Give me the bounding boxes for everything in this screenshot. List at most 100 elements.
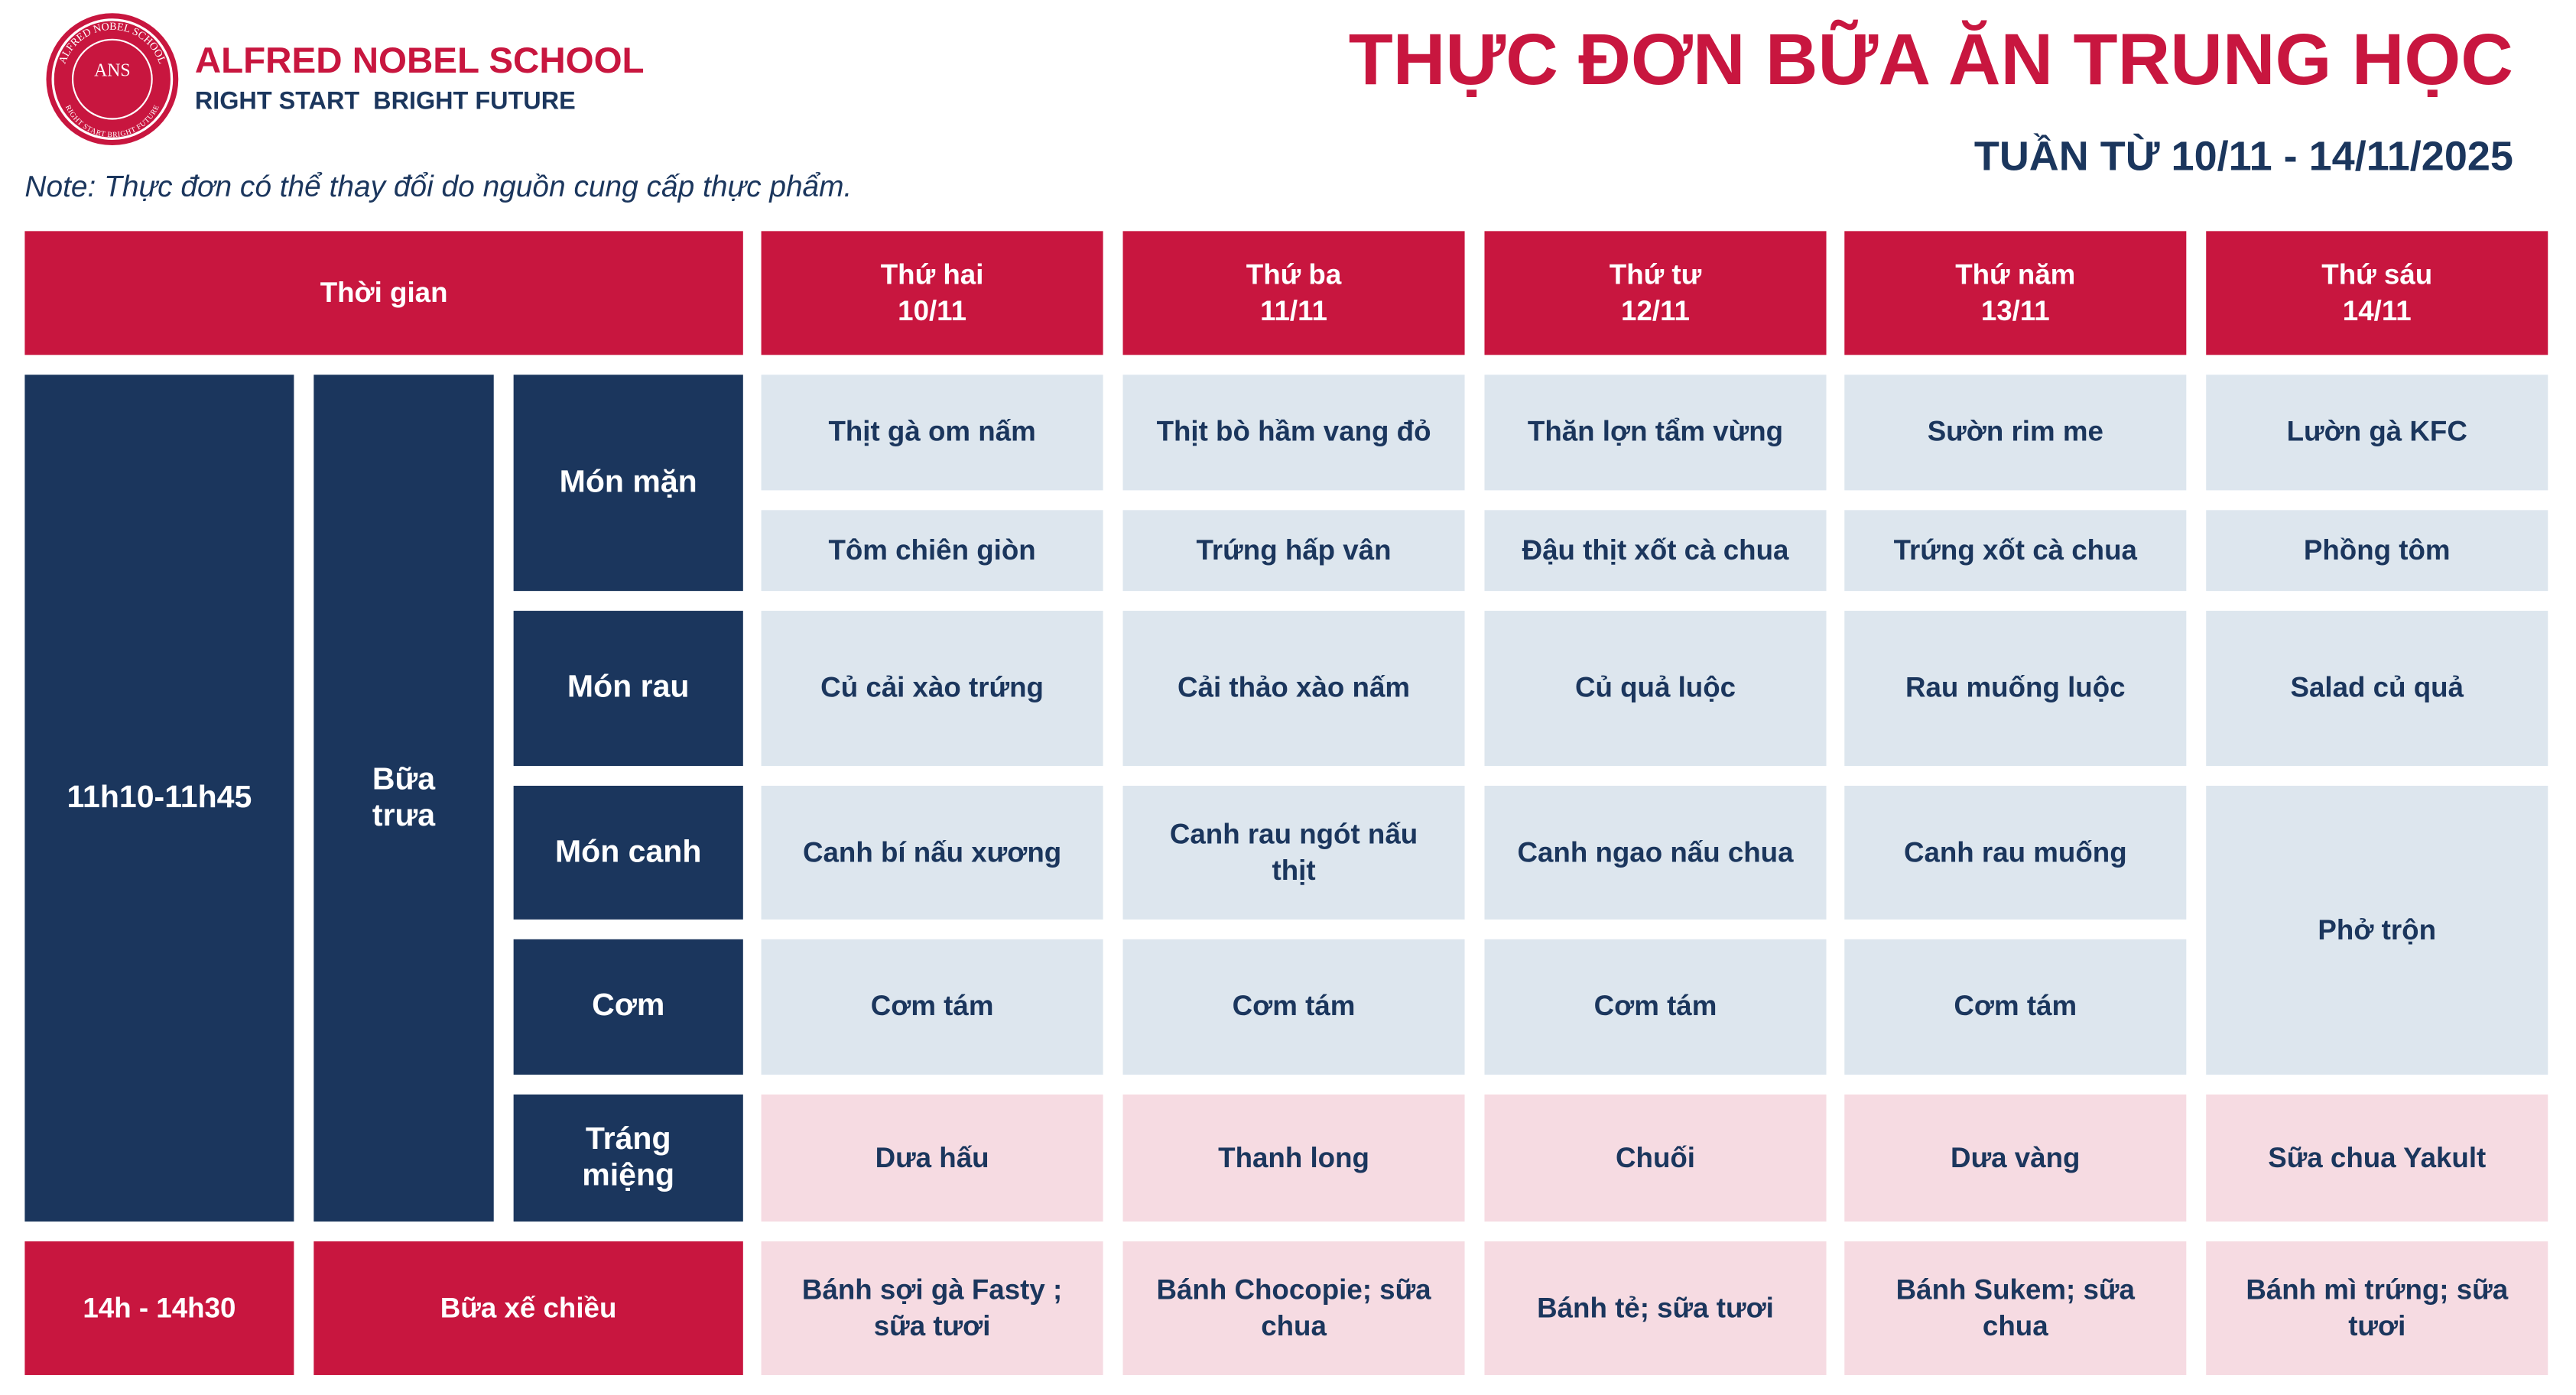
title: THỰC ĐƠN BỮA ĂN TRUNG HỌC bbox=[1348, 19, 2513, 101]
dish-text: Tôm chiên giòn bbox=[828, 534, 1036, 566]
snack-dish: Bánh Sukem; sữa chua bbox=[1844, 1241, 2187, 1375]
subtitle: TUẦN TỪ 10/11 - 14/11/2025 bbox=[1973, 133, 2513, 180]
dish-text: Cơm tám bbox=[1232, 990, 1356, 1022]
snack-time-text: 14h - 14h30 bbox=[83, 1291, 236, 1323]
dish: Phở trộn bbox=[2206, 785, 2548, 1075]
day-header-text: Thứ hai bbox=[880, 258, 984, 290]
dish: Salad củ quả bbox=[2206, 611, 2548, 767]
dish-text: Cải thảo xào nấm bbox=[1178, 671, 1411, 703]
dish: Canh ngao nấu chua bbox=[1484, 785, 1827, 920]
dish: Canh bí nấu xương bbox=[761, 785, 1103, 920]
dish: Chuối bbox=[1484, 1094, 1827, 1222]
dish-text: Cơm tám bbox=[1593, 990, 1717, 1022]
dish: Cơm tám bbox=[1122, 939, 1465, 1075]
dish-text: Lườn gà KFC bbox=[2286, 416, 2467, 448]
time-header: Thời gian bbox=[24, 231, 743, 355]
course-label-text: Tráng miệng bbox=[582, 1121, 675, 1193]
course-label: Cơm bbox=[513, 939, 743, 1075]
day-header: Thứ tư 12/11 bbox=[1484, 231, 1827, 355]
dish: Phồng tôm bbox=[2206, 510, 2548, 592]
dish-text: Canh ngao nấu chua bbox=[1517, 835, 1794, 868]
dish-text: Trứng hấp vân bbox=[1196, 534, 1392, 566]
snack-dish: Bánh Chocopie; sữa chua bbox=[1122, 1241, 1465, 1375]
day-header-text: 12/11 bbox=[1621, 294, 1690, 326]
dish-text: Cơm tám bbox=[1954, 990, 2077, 1022]
dish-text: Thịt bò hầm vang đỏ bbox=[1156, 416, 1431, 448]
dish-text: Củ cải xào trứng bbox=[820, 671, 1044, 703]
day-header: Thứ hai 10/11 bbox=[761, 231, 1103, 355]
course-label-text: Cơm bbox=[592, 988, 665, 1024]
dish: Củ quả luộc bbox=[1484, 611, 1827, 767]
course-label-text: Món mặn bbox=[559, 464, 697, 500]
dish-text: Thanh long bbox=[1218, 1141, 1369, 1173]
dish: Dưa hấu bbox=[761, 1094, 1103, 1222]
slogan: RIGHT START BRIGHT FUTURE bbox=[194, 87, 576, 116]
lunch-time-text: 11h10-11h45 bbox=[67, 780, 252, 815]
dish-text: Cơm tám bbox=[870, 990, 994, 1022]
dish: Trứng hấp vân bbox=[1122, 510, 1465, 592]
dish: Canh rau muống bbox=[1844, 785, 2187, 920]
dish-text: Thăn lợn tẩm vừng bbox=[1527, 416, 1784, 448]
dish: Lườn gà KFC bbox=[2206, 375, 2548, 491]
dish: Đậu thịt xốt cà chua bbox=[1484, 510, 1827, 592]
dish: Thăn lợn tẩm vừng bbox=[1484, 375, 1827, 491]
day-header: Thứ ba 11/11 bbox=[1122, 231, 1465, 355]
course-label: Tráng miệng bbox=[513, 1094, 743, 1222]
lunch-meal: Bữa trưa bbox=[313, 375, 494, 1222]
lunch-meal-text: Bữa trưa bbox=[372, 761, 436, 833]
dish-text: Dưa vàng bbox=[1951, 1141, 2081, 1173]
snack-meal: Bữa xế chiều bbox=[313, 1241, 743, 1375]
dish-text: Rau muống luộc bbox=[1905, 671, 2126, 703]
logo-text: ANS bbox=[94, 60, 131, 80]
dish: Củ cải xào trứng bbox=[761, 611, 1103, 767]
dish-text: Salad củ quả bbox=[2290, 671, 2464, 703]
course-label: Món canh bbox=[513, 785, 743, 920]
dish: Trứng xốt cà chua bbox=[1844, 510, 2187, 592]
dish: Rau muống luộc bbox=[1844, 611, 2187, 767]
dish-text: Canh bí nấu xương bbox=[802, 835, 1062, 868]
snack-dish-text: Bánh tẻ; sữa tươi bbox=[1537, 1291, 1774, 1323]
dish-text: Canh rau ngót nấu thịt bbox=[1169, 818, 1418, 886]
snack-dish: Bánh sợi gà Fasty ; sữa tươi bbox=[761, 1241, 1103, 1375]
day-header: Thứ năm 13/11 bbox=[1844, 231, 2187, 355]
dish: Thanh long bbox=[1122, 1094, 1465, 1222]
dish-text: Phồng tôm bbox=[2303, 534, 2451, 566]
logo: ALFRED NOBEL SCHOOL RIGHT START BRIGHT F… bbox=[46, 13, 179, 146]
course-label: Món rau bbox=[513, 611, 743, 767]
dish: Cơm tám bbox=[1484, 939, 1827, 1075]
snack-time: 14h - 14h30 bbox=[24, 1241, 294, 1375]
dish: Cơm tám bbox=[1844, 939, 2187, 1075]
course-label-text: Món rau bbox=[567, 670, 690, 706]
dish-text: Dưa hấu bbox=[875, 1141, 989, 1173]
dish-text: Thịt gà om nấm bbox=[828, 416, 1036, 448]
snack-meal-text: Bữa xế chiều bbox=[440, 1291, 617, 1323]
day-header-text: 10/11 bbox=[898, 294, 967, 326]
dish-text: Sữa chua Yakult bbox=[2268, 1141, 2487, 1173]
dish: Thịt bò hầm vang đỏ bbox=[1122, 375, 1465, 491]
day-header-text: 11/11 bbox=[1260, 294, 1327, 326]
note: Note: Thực đơn có thể thay đổi do nguồn … bbox=[24, 170, 853, 203]
dish: Tôm chiên giòn bbox=[761, 510, 1103, 592]
school-name: ALFRED NOBEL SCHOOL bbox=[194, 39, 645, 81]
snack-dish-text: Bánh mì trứng; sữa tươi bbox=[2246, 1273, 2509, 1341]
day-header-text: Thứ năm bbox=[1955, 258, 2076, 290]
dish: Sườn rim me bbox=[1844, 375, 2187, 491]
snack-dish-text: Bánh sợi gà Fasty ; sữa tươi bbox=[801, 1273, 1063, 1341]
dish-text: Sườn rim me bbox=[1927, 416, 2103, 448]
dish-text: Canh rau muống bbox=[1903, 835, 2127, 868]
day-header-text: Thứ sáu bbox=[2321, 258, 2433, 290]
day-header-text: Thứ ba bbox=[1246, 258, 1342, 290]
course-label-text: Món canh bbox=[554, 834, 702, 870]
dish-text: Đậu thịt xốt cà chua bbox=[1522, 534, 1789, 566]
dish-text: Phở trộn bbox=[2318, 913, 2437, 946]
day-header-text: 14/11 bbox=[2342, 294, 2412, 326]
dish-text: Trứng xốt cà chua bbox=[1893, 534, 2137, 566]
snack-dish: Bánh tẻ; sữa tươi bbox=[1484, 1241, 1827, 1375]
dish: Canh rau ngót nấu thịt bbox=[1122, 785, 1465, 920]
lunch-time: 11h10-11h45 bbox=[24, 375, 294, 1222]
dish-text: Chuối bbox=[1616, 1141, 1695, 1173]
course-label: Món mặn bbox=[513, 375, 743, 592]
snack-dish: Bánh mì trứng; sữa tươi bbox=[2206, 1241, 2548, 1375]
dish-text: Củ quả luộc bbox=[1574, 671, 1736, 703]
